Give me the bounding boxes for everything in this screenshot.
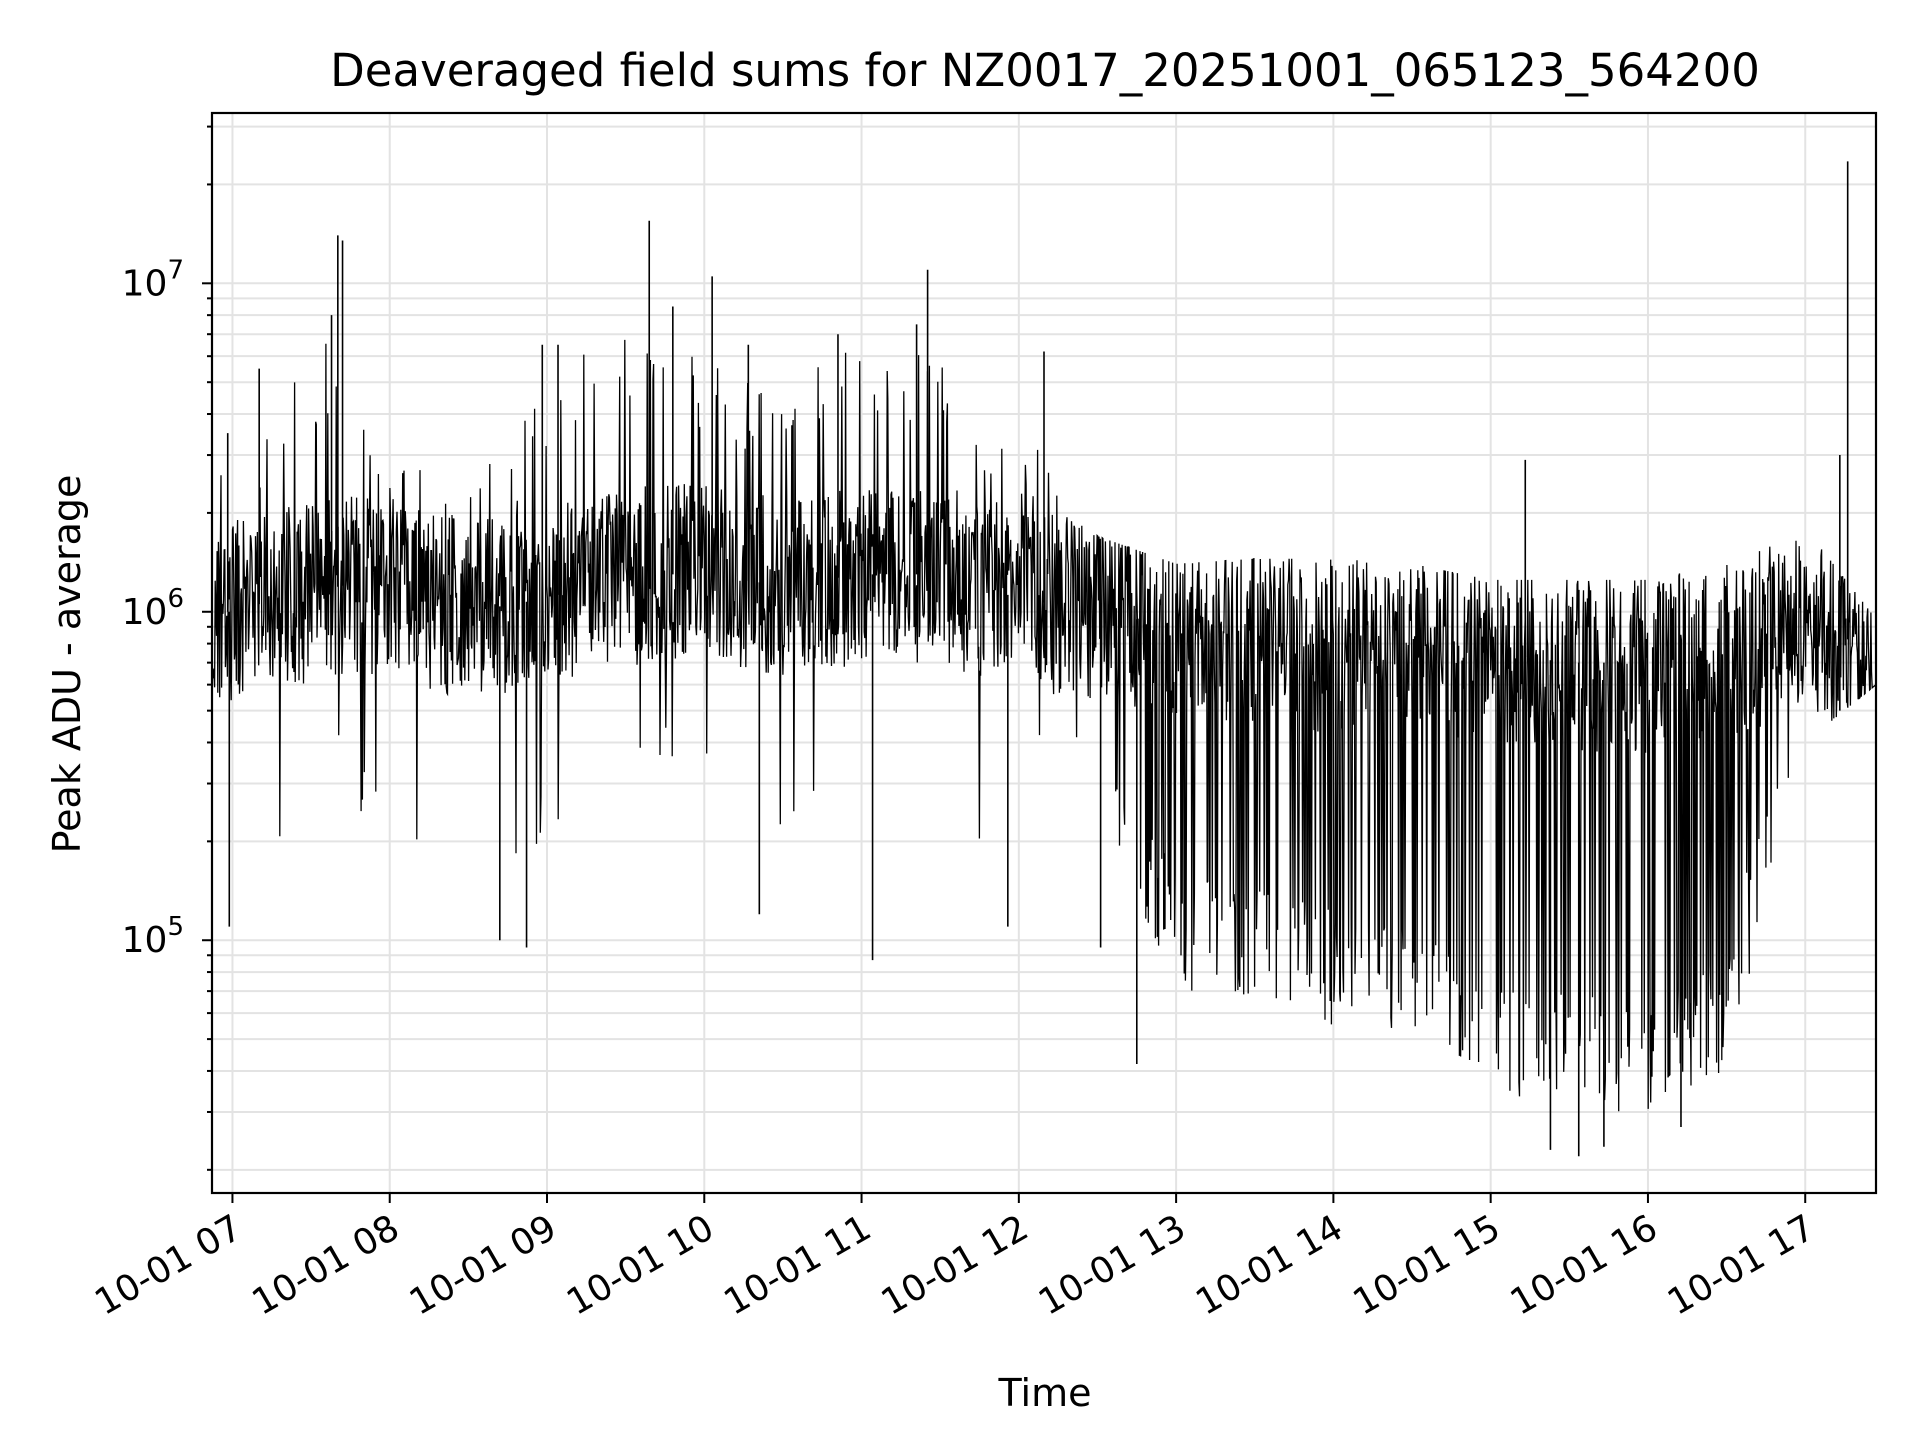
axes-frame xyxy=(210,111,1878,1195)
x-axis-label: Time xyxy=(998,1371,1092,1415)
y-tick-label: 107 xyxy=(122,255,184,304)
y-axis-label: Peak ADU - average xyxy=(45,475,89,854)
y-tick-label: 105 xyxy=(122,912,184,961)
y-axis: 105 106 107 xyxy=(122,125,212,1171)
series-line xyxy=(211,339,1877,1112)
y-tick-label: 106 xyxy=(122,584,184,633)
chart-title: Deaveraged field sums for NZ0017_2025100… xyxy=(330,44,1760,97)
